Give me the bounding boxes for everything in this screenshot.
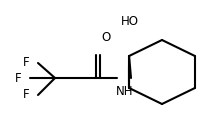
Text: NH: NH (116, 85, 134, 98)
Text: O: O (101, 31, 111, 44)
Text: F: F (15, 71, 22, 84)
Text: F: F (23, 88, 30, 102)
Text: HO: HO (121, 15, 139, 28)
Text: F: F (23, 56, 30, 70)
